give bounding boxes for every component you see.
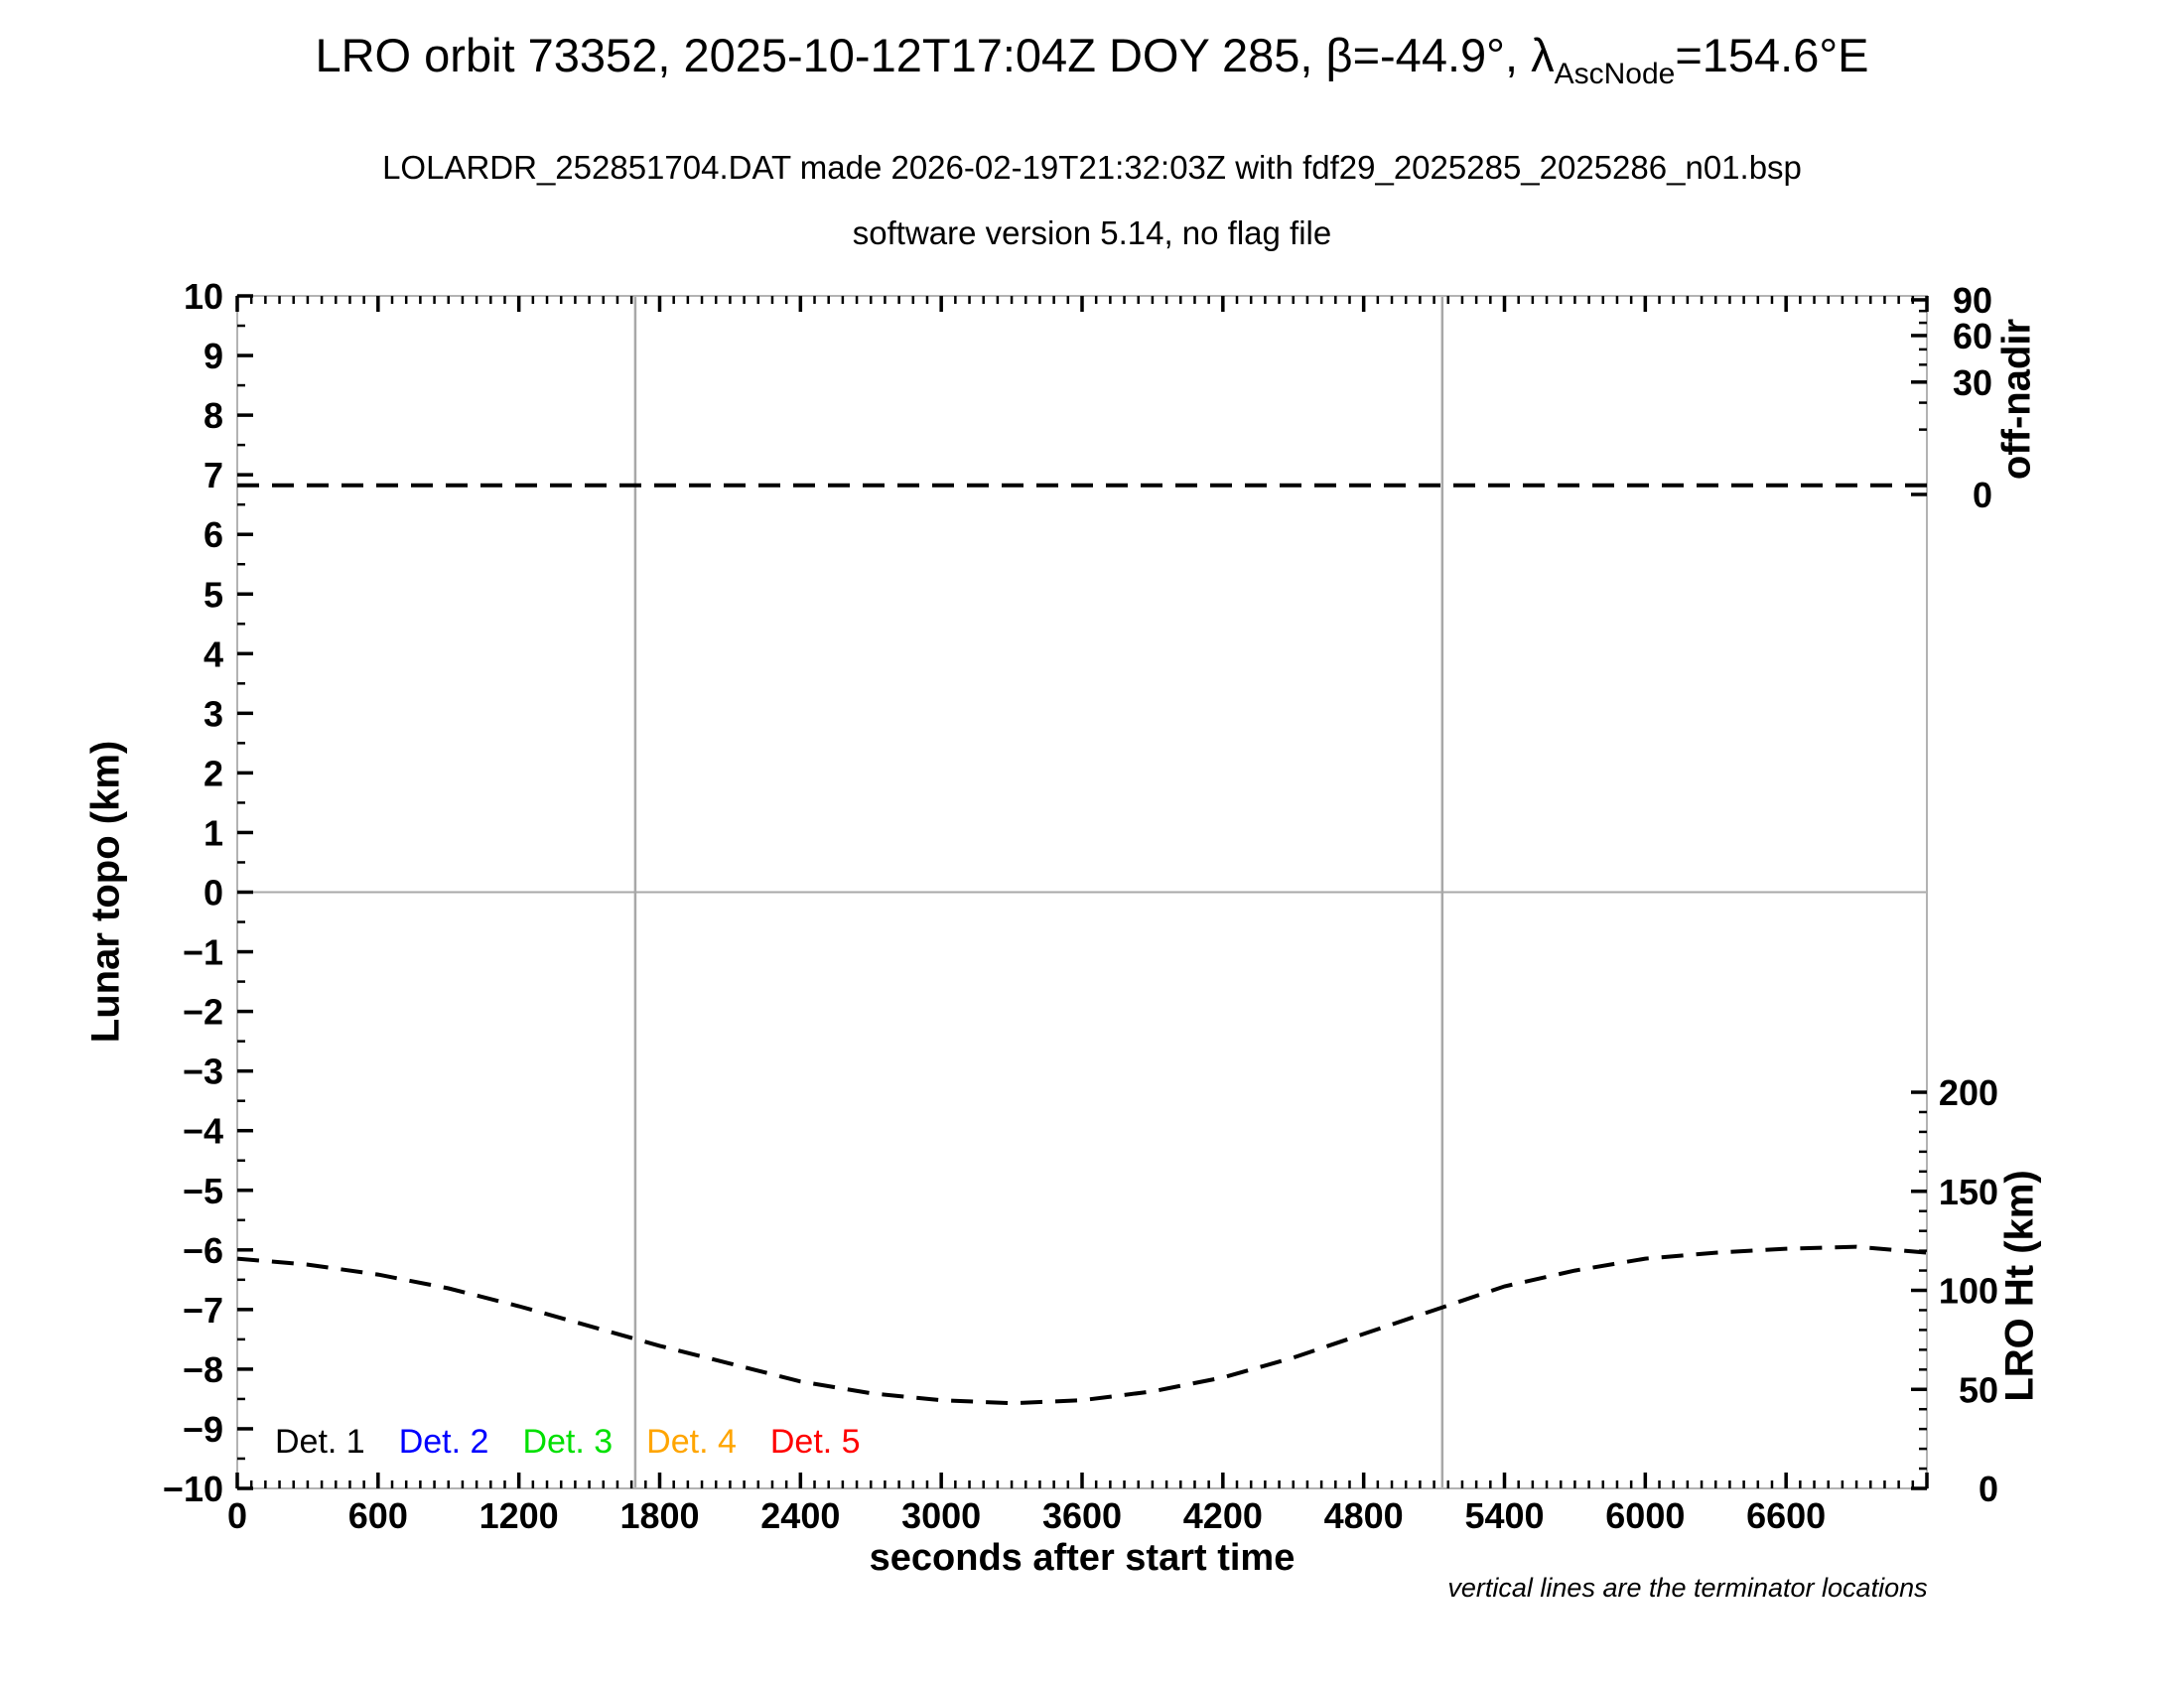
chart-title-subscript: AscNode	[1554, 58, 1676, 90]
terminator-lines	[633, 296, 1444, 1488]
y-axis-label-lunar-topo: Lunar topo (km)	[83, 740, 128, 1044]
off-nadir-axis-ticks	[1911, 298, 1927, 496]
svg-text:7: 7	[204, 455, 223, 495]
legend-item-det-2: Det. 2	[398, 1423, 489, 1461]
terminator-footnote: vertical lines are the terminator locati…	[1447, 1573, 1928, 1603]
svg-text:3600: 3600	[1042, 1495, 1122, 1536]
svg-text:50: 50	[1959, 1369, 1998, 1410]
lro-height-curve	[236, 1244, 1928, 1406]
svg-text:4200: 4200	[1183, 1495, 1263, 1536]
svg-text:−2: −2	[183, 992, 223, 1033]
y-axis-label-lro-height: LRO Ht (km)	[1997, 1170, 2042, 1402]
svg-text:6: 6	[204, 514, 223, 555]
svg-text:6600: 6600	[1746, 1495, 1826, 1536]
svg-text:30: 30	[1953, 362, 1992, 403]
svg-text:9: 9	[204, 336, 223, 376]
svg-text:0: 0	[204, 873, 223, 914]
svg-text:4800: 4800	[1324, 1495, 1404, 1536]
svg-text:−8: −8	[183, 1349, 223, 1390]
svg-text:8: 8	[204, 395, 223, 436]
svg-text:1800: 1800	[619, 1495, 699, 1536]
svg-text:0: 0	[227, 1495, 247, 1536]
svg-text:−6: −6	[183, 1230, 223, 1271]
lro-height-axis-tick-labels: 0 50 100 150 200	[1939, 1072, 1998, 1509]
y-axis-label-off-nadir: off-nadir	[1994, 318, 2039, 481]
y-axis-left-ticks	[237, 294, 253, 1490]
chart-subtitle-version: software version 5.14, no flag file	[852, 214, 1332, 251]
svg-text:600: 600	[348, 1495, 408, 1536]
chart-title-suffix: =154.6°E	[1675, 29, 1869, 81]
lro-height-axis-ticks	[1911, 1090, 1927, 1490]
svg-text:3: 3	[204, 693, 223, 734]
svg-text:3000: 3000	[901, 1495, 981, 1536]
svg-text:4: 4	[204, 633, 223, 674]
svg-text:0: 0	[1979, 1469, 1998, 1509]
x-axis-ticks	[235, 296, 1929, 1488]
svg-text:−3: −3	[183, 1052, 223, 1092]
legend-item-det-5: Det. 5	[769, 1423, 861, 1461]
svg-text:−9: −9	[183, 1409, 223, 1450]
svg-text:5: 5	[204, 574, 223, 615]
svg-text:60: 60	[1953, 316, 1992, 356]
svg-text:−7: −7	[183, 1290, 223, 1331]
svg-text:2: 2	[204, 753, 223, 793]
svg-text:10: 10	[184, 276, 223, 317]
svg-text:1200: 1200	[479, 1495, 559, 1536]
svg-text:−4: −4	[183, 1111, 223, 1152]
detector-legend: Det. 1 Det. 2 Det. 3 Det. 4 Det. 5	[275, 1423, 861, 1462]
legend-item-det-1: Det. 1	[275, 1423, 365, 1461]
svg-text:−5: −5	[183, 1171, 223, 1211]
legend-item-det-4: Det. 4	[646, 1423, 737, 1461]
svg-text:−10: −10	[163, 1469, 223, 1509]
svg-text:0: 0	[1973, 475, 1992, 515]
svg-text:200: 200	[1939, 1072, 1998, 1113]
x-axis-label: seconds after start time	[869, 1537, 1296, 1579]
legend-item-det-3: Det. 3	[522, 1423, 614, 1461]
chart-title-main: LRO orbit 73352, 2025-10-12T17:04Z DOY 2…	[315, 29, 1555, 81]
svg-text:90: 90	[1953, 280, 1992, 321]
svg-text:−1: −1	[183, 932, 223, 973]
svg-text:2400: 2400	[760, 1495, 840, 1536]
chart-title: LRO orbit 73352, 2025-10-12T17:04Z DOY 2…	[0, 28, 2184, 90]
svg-text:5400: 5400	[1464, 1495, 1544, 1536]
chart-subtitle-file: LOLARDR_252851704.DAT made 2026-02-19T21…	[382, 149, 1802, 186]
svg-text:100: 100	[1939, 1271, 1998, 1312]
x-axis-tick-labels: 0 600 1200 1800 2400 3000 3600 4200 4800 5400 6000…	[227, 1495, 1826, 1536]
svg-text:1: 1	[204, 812, 223, 853]
svg-text:150: 150	[1939, 1172, 1998, 1212]
svg-text:6000: 6000	[1605, 1495, 1685, 1536]
